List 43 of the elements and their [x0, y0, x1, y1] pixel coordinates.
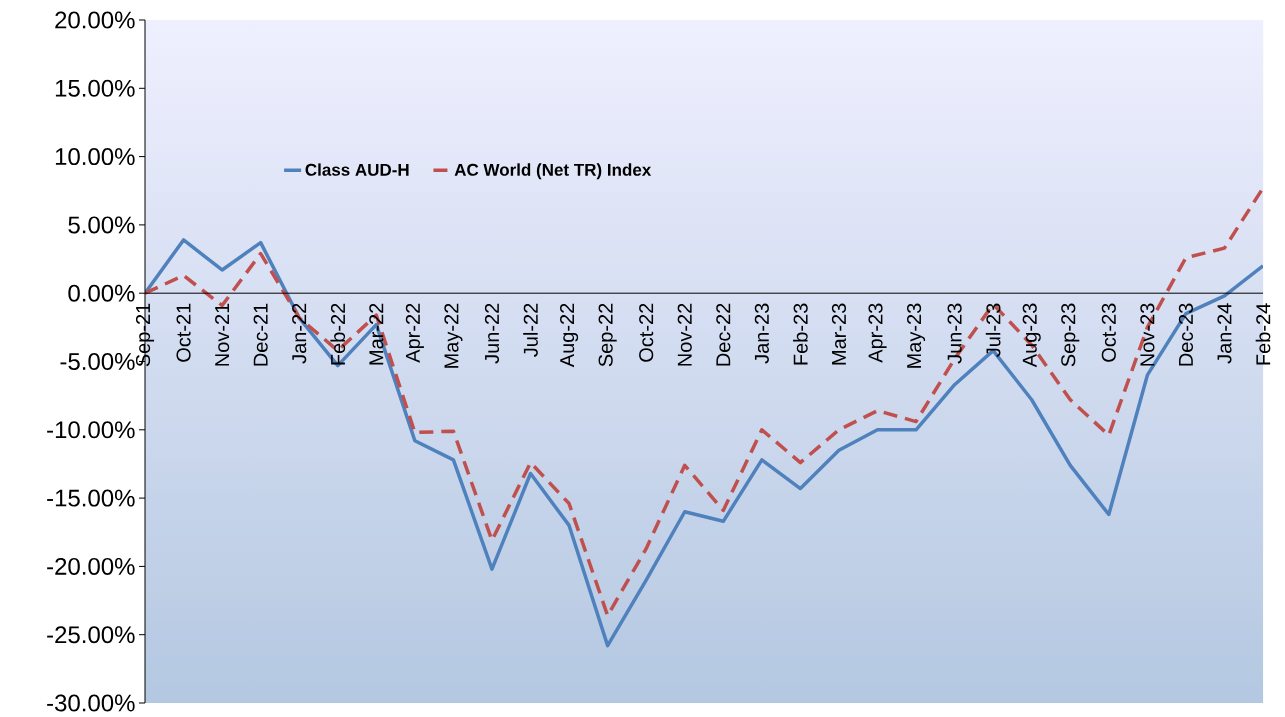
x-tick-label: Nov-22	[677, 303, 692, 366]
x-tick-label: Apr-22	[405, 303, 424, 363]
x-tick-label: Jan-24	[1217, 303, 1232, 364]
x-tick-label: Feb-23	[793, 303, 808, 365]
x-tick-label: Jul-22	[523, 303, 538, 357]
y-tick-label: 0.00%	[68, 284, 135, 302]
x-tick-label: Mar-22	[369, 303, 384, 365]
y-tick-label: 20.00%	[55, 11, 135, 29]
x-tick-label: Sep-22	[598, 303, 617, 367]
x-tick-label: Oct-23	[1101, 303, 1116, 362]
x-tick-label: Sep-23	[1061, 303, 1080, 367]
y-tick-label: 15.00%	[55, 79, 135, 97]
y-tick-label: -10.00%	[47, 421, 135, 439]
x-tick-label: Oct-21	[176, 303, 191, 362]
x-tick-label: Dec-21	[253, 303, 268, 366]
x-tick-label: Jan-23	[754, 303, 769, 364]
x-tick-label: Dec-23	[1178, 303, 1193, 366]
x-tick-label: Aug-22	[560, 303, 579, 368]
legend-label: AC World (Net TR) Index	[454, 163, 652, 180]
y-tick-label: -5.00%	[60, 353, 135, 370]
x-tick-label: Jul-23	[985, 303, 1001, 357]
x-tick-label: Jun-22	[484, 303, 500, 364]
x-tick-label: Nov-21	[215, 303, 230, 366]
x-tick-label: Apr-23	[868, 303, 887, 363]
y-tick-label: -25.00%	[47, 626, 135, 644]
x-tick-label: Feb-24	[1255, 303, 1271, 365]
x-tick-label: May-23	[906, 303, 926, 368]
y-tick-label: -15.00%	[47, 489, 135, 507]
x-tick-label: Oct-22	[639, 303, 654, 362]
y-tick-label: -30.00%	[47, 694, 135, 712]
x-tick-label: Sep-21	[135, 303, 155, 367]
x-tick-label: Feb-22	[330, 303, 346, 365]
x-tick-label: Jan-22	[292, 303, 307, 364]
x-tick-label: Mar-23	[831, 303, 847, 365]
legend-label: Class AUD-H	[305, 163, 409, 176]
y-tick-label: 5.00%	[68, 216, 135, 234]
x-tick-label: Nov-23	[1140, 303, 1155, 366]
y-tick-label: -20.00%	[47, 557, 135, 575]
x-tick-label: Dec-22	[716, 303, 731, 366]
x-tick-label: May-22	[444, 303, 463, 368]
x-tick-label: Jun-23	[947, 303, 962, 364]
x-tick-label: Aug-23	[1022, 303, 1041, 368]
y-tick-label: 10.00%	[55, 148, 135, 166]
